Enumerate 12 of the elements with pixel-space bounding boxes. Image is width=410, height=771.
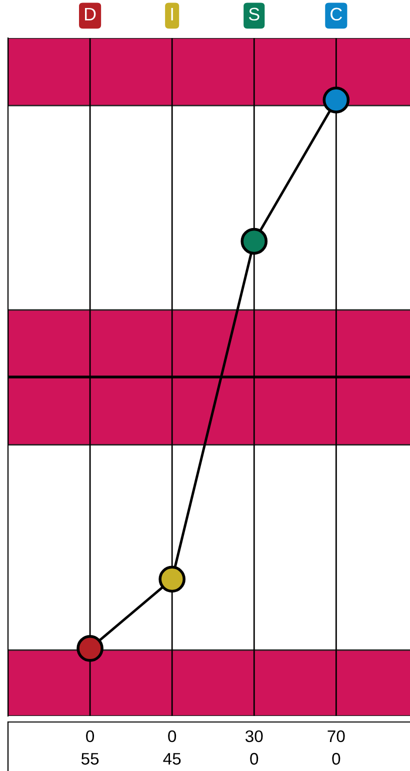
x-tick-label: C <box>330 8 342 21</box>
text: 70 <box>328 730 345 742</box>
text: 0 <box>332 752 340 765</box>
text: 0 <box>250 752 258 765</box>
x-tick-label: S <box>248 8 260 21</box>
text: 30 <box>245 730 263 742</box>
x-tick-label: I <box>171 8 173 20</box>
x-tick-label: D <box>85 8 96 20</box>
text: 55 <box>81 753 99 765</box>
text: 0 <box>86 730 94 742</box>
text: 45 <box>163 753 181 765</box>
text: 0 <box>168 730 176 742</box>
